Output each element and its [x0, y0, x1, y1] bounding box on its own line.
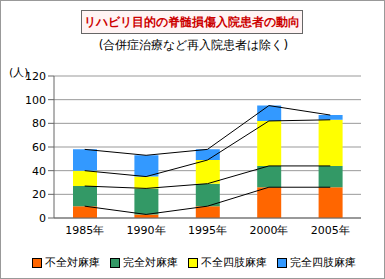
- svg-text:120: 120: [25, 70, 46, 83]
- html-text:(合併症治療など再入院患者は除く): (合併症治療など再入院患者は除く): [98, 38, 289, 52]
- html-text:不全対麻痺: 不全対麻痺: [44, 256, 100, 269]
- svg-text:1985年: 1985年: [65, 224, 104, 237]
- svg-text:2005年: 2005年: [311, 224, 350, 237]
- svg-text:100: 100: [25, 94, 46, 107]
- svg-text:1995年: 1995年: [188, 224, 227, 237]
- html-text:完全対麻痺: 完全対麻痺: [122, 256, 178, 269]
- svg-text:60: 60: [32, 141, 46, 154]
- svg-text:20: 20: [32, 188, 46, 201]
- html-text:完全四肢麻痺: 完全四肢麻痺: [289, 256, 356, 269]
- html-text:(人): (人): [9, 66, 29, 79]
- svg-text:2000年: 2000年: [249, 224, 288, 237]
- svg-text:0: 0: [39, 212, 46, 225]
- html-text:不全四肢麻痺: 不全四肢麻痺: [200, 256, 267, 269]
- svg-text:80: 80: [32, 117, 46, 130]
- svg-text:40: 40: [32, 165, 46, 178]
- html-text:リハビリ目的の脊髄損傷入院患者の動向: リハビリ目的の脊髄損傷入院患者の動向: [84, 15, 300, 29]
- svg-text:1990年: 1990年: [127, 224, 166, 237]
